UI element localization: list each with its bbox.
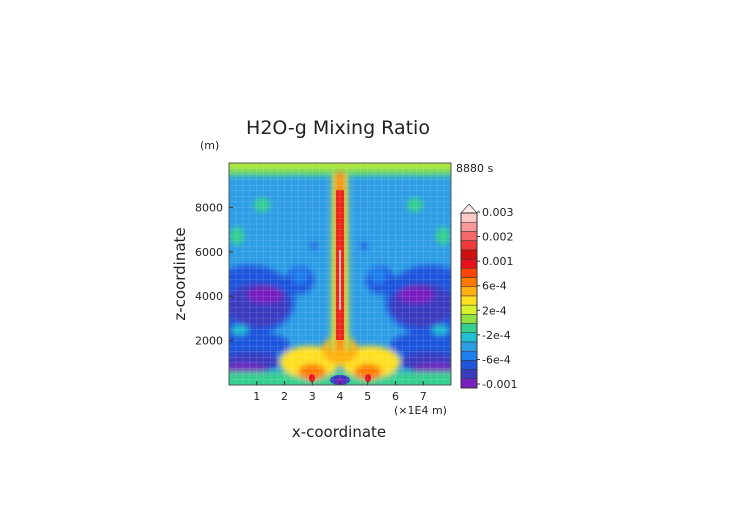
- y-ticks: 2000 4000 6000 8000: [195, 201, 233, 348]
- colorbar-swatch: [460, 378, 478, 389]
- x-tick-label: 5: [364, 390, 371, 403]
- y-axis-label: z-coordinate: [171, 227, 189, 320]
- colorbar-swatch: [460, 360, 478, 370]
- y-tick-label: 4000: [195, 290, 223, 303]
- x-tick-label: 6: [392, 390, 399, 403]
- colorbar-swatch: [460, 268, 478, 278]
- colorbar-label: -6e-4: [482, 353, 511, 366]
- colorbar-label: -0.001: [482, 378, 517, 391]
- colorbar-swatch: [460, 286, 478, 297]
- chart-title: H2O-g Mixing Ratio: [246, 117, 430, 139]
- colorbar-label: 2e-4: [482, 304, 507, 317]
- x-tick-label: 7: [420, 390, 427, 403]
- colorbar-labels: 0.003 0.002 0.001 6e-4 2e-4 -2e-4 -6e-4 -0.001: [477, 206, 517, 391]
- x-ticks: 1 2 3 4 5 6 7: [253, 381, 427, 403]
- colorbar-label: 0.002: [482, 231, 514, 244]
- colorbar-swatch: [460, 341, 478, 352]
- colorbar-frame: [460, 212, 478, 389]
- x-tick-label: 1: [253, 390, 260, 403]
- colorbar: [460, 203, 478, 389]
- colorbar-label: -2e-4: [482, 329, 511, 342]
- colorbar-swatch: [460, 369, 478, 380]
- x-tick-label: 4: [337, 390, 344, 403]
- mixing-ratio-field: [229, 163, 451, 385]
- colorbar-swatch: [460, 304, 478, 315]
- y-tick-label: 2000: [195, 335, 223, 348]
- grid: [229, 163, 451, 385]
- y-tick-label: 6000: [195, 246, 223, 259]
- colorbar-swatch: [460, 277, 478, 287]
- time-label: 8880 s: [456, 162, 493, 175]
- colorbar-swatch: [460, 350, 478, 361]
- colorbar-swatch: [460, 295, 478, 306]
- colorbar-swatch: [460, 249, 478, 260]
- colorbar-swatch: [460, 314, 478, 324]
- colorbar-swatch: [460, 221, 478, 232]
- y-unit-label: (m): [200, 139, 219, 152]
- colorbar-swatch: [460, 323, 478, 333]
- colorbar-swatch: [460, 332, 478, 343]
- x-unit-label: (×1E4 m): [394, 404, 447, 417]
- colorbar-label: 0.001: [482, 255, 514, 268]
- colorbar-swatch: [460, 258, 478, 269]
- colorbar-label: 0.003: [482, 206, 514, 219]
- colorbar-swatch: [460, 231, 478, 241]
- colorbar-swatch: [460, 240, 478, 251]
- x-axis-label: x-coordinate: [292, 423, 386, 441]
- colorbar-extend-arrow: [460, 203, 478, 214]
- y-tick-label: 8000: [195, 201, 223, 214]
- x-tick-label: 2: [281, 390, 288, 403]
- x-tick-label: 3: [309, 390, 316, 403]
- colorbar-swatch: [460, 212, 478, 223]
- colorbar-label: 6e-4: [482, 280, 507, 293]
